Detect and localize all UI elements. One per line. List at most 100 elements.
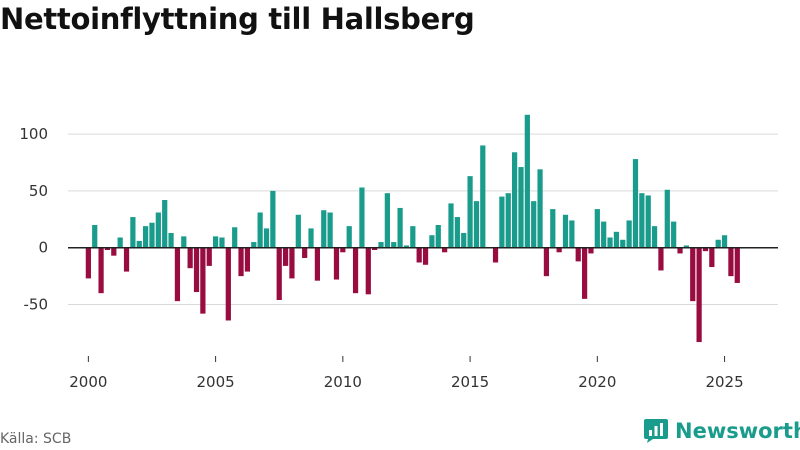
bar <box>207 248 212 266</box>
bar <box>321 210 326 248</box>
bar <box>238 248 243 276</box>
brand-logo[interactable]: Newsworthy <box>643 418 800 444</box>
bar <box>614 232 619 248</box>
bar <box>111 248 116 256</box>
bar <box>423 248 428 265</box>
y-tick-label: -50 <box>24 296 49 314</box>
bar <box>582 248 587 299</box>
bar <box>607 238 612 248</box>
bar <box>671 222 676 248</box>
bar <box>149 223 154 248</box>
bar <box>576 248 581 262</box>
bar <box>130 217 135 248</box>
bar <box>652 226 657 248</box>
bar <box>537 169 542 247</box>
bar <box>633 159 638 248</box>
bar <box>143 226 148 248</box>
x-axis-ticks: 2000 2005 2010 2015 2020 2025 <box>69 356 743 391</box>
bar <box>569 220 574 247</box>
bar <box>690 248 695 301</box>
bar <box>474 201 479 248</box>
bar <box>302 248 307 258</box>
bar <box>226 248 231 321</box>
y-axis-ticks: -50 0 50 100 <box>19 125 48 313</box>
bar <box>98 248 103 293</box>
bar <box>86 248 91 279</box>
x-tick-label: 2005 <box>197 373 235 391</box>
bar <box>194 248 199 292</box>
bar <box>200 248 205 314</box>
bar <box>347 226 352 248</box>
x-tick-label: 2015 <box>451 373 489 391</box>
bar <box>264 228 269 247</box>
bar <box>270 191 275 248</box>
bar <box>308 228 313 247</box>
bar <box>277 248 282 300</box>
x-tick-label: 2025 <box>705 373 743 391</box>
bar <box>595 209 600 248</box>
bar <box>378 242 383 248</box>
bar <box>455 217 460 248</box>
bar <box>328 213 333 248</box>
y-tick-label: 50 <box>29 182 48 200</box>
bar <box>258 213 263 248</box>
bar <box>506 193 511 248</box>
bar <box>175 248 180 301</box>
bar <box>531 201 536 248</box>
bar <box>627 220 632 247</box>
bar <box>544 248 549 276</box>
bar <box>499 197 504 248</box>
bar <box>359 188 364 248</box>
bar <box>366 248 371 295</box>
bars <box>86 115 740 342</box>
bar <box>436 225 441 248</box>
brand-name: Newsworthy <box>675 419 800 443</box>
bar <box>251 242 256 248</box>
bar <box>563 215 568 248</box>
bar <box>512 152 517 247</box>
x-tick-label: 2000 <box>69 373 107 391</box>
y-tick-label: 100 <box>19 125 48 143</box>
bar <box>219 238 224 248</box>
bar <box>283 248 288 266</box>
y-tick-label: 0 <box>38 239 48 257</box>
bar <box>677 248 682 254</box>
bar <box>181 236 186 247</box>
gridlines <box>68 134 778 304</box>
bar <box>334 248 339 280</box>
bar <box>245 248 250 272</box>
bar <box>124 248 129 272</box>
bar <box>156 213 161 248</box>
bar <box>188 248 193 268</box>
bar <box>550 209 555 248</box>
x-tick-label: 2020 <box>578 373 616 391</box>
bar <box>518 167 523 248</box>
bar <box>289 248 294 279</box>
bar <box>665 190 670 248</box>
bar <box>601 222 606 248</box>
bar <box>639 193 644 248</box>
bar <box>410 226 415 248</box>
bar <box>213 236 218 247</box>
newsworthy-icon <box>643 418 669 444</box>
bar <box>429 235 434 248</box>
bar <box>315 248 320 281</box>
bar <box>646 195 651 247</box>
chart: -50 0 50 100 2000 2005 2010 2015 2020 2025 <box>0 0 800 450</box>
bar <box>385 193 390 248</box>
bar <box>137 241 142 248</box>
x-tick-label: 2010 <box>324 373 362 391</box>
bar <box>353 248 358 293</box>
bar <box>417 248 422 263</box>
bar <box>709 248 714 267</box>
bar <box>728 248 733 276</box>
bar <box>735 248 740 283</box>
bar <box>162 200 167 248</box>
bar <box>716 240 721 248</box>
bar <box>397 208 402 248</box>
bar <box>461 233 466 248</box>
bar <box>232 227 237 247</box>
bar <box>493 248 498 263</box>
bar <box>118 238 123 248</box>
bar <box>588 248 593 254</box>
